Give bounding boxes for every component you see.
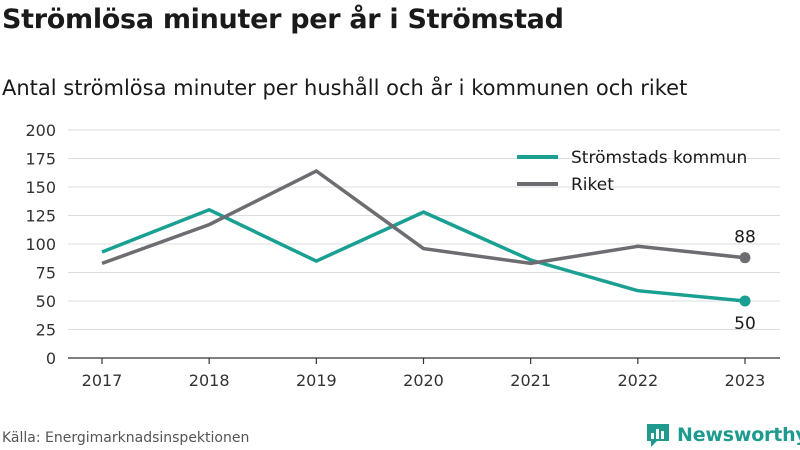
x-tick-label: 2019 <box>296 371 337 390</box>
series-line-2 <box>101 168 746 266</box>
x-tick-label: 2018 <box>189 371 230 390</box>
legend-label-1: Strömstads kommun <box>571 148 747 168</box>
series-end-point-1 <box>739 295 751 307</box>
end-value-label-2: 88 <box>734 228 756 248</box>
y-tick-label: 0 <box>46 349 56 368</box>
y-tick-label: 150 <box>25 178 56 197</box>
chart-title: Strömlösa minuter per år i Strömstad <box>2 4 564 35</box>
brand-logo: Newsworthy <box>645 420 800 450</box>
y-tick-label: 125 <box>25 207 56 226</box>
x-tick-label: 2023 <box>725 371 766 390</box>
x-tick-label: 2017 <box>82 371 123 390</box>
brand-name: Newsworthy <box>677 424 800 446</box>
y-tick-label: 50 <box>36 292 56 311</box>
line-chart: 0 25 50 75 100 125 150 175 200 2017 2018 2019 2020 20… <box>25 121 780 390</box>
x-tick-label: 2020 <box>403 371 444 390</box>
y-tick-label: 200 <box>25 121 56 140</box>
chart-subtitle: Antal strömlösa minuter per hushåll och … <box>2 76 688 100</box>
series-line-1 <box>101 207 746 303</box>
x-tick-label: 2022 <box>617 371 658 390</box>
y-tick-label: 100 <box>25 235 56 254</box>
x-tick-label: 2021 <box>510 371 551 390</box>
y-tick-label: 175 <box>25 150 56 169</box>
legend-label-2: Riket <box>571 175 614 195</box>
series-end-point-2 <box>739 252 751 264</box>
source-note: Källa: Energimarknadsinspektionen <box>2 430 250 446</box>
end-value-label-1: 50 <box>734 314 756 334</box>
y-tick-label: 25 <box>36 321 56 340</box>
newsworthy-logo-icon <box>647 424 669 447</box>
y-tick-label: 75 <box>36 264 56 283</box>
